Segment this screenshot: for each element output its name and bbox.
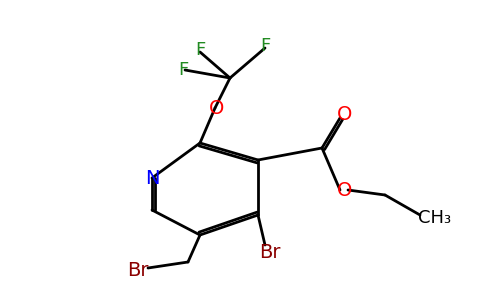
Text: O: O [337,181,353,200]
Text: O: O [209,98,225,118]
Text: F: F [195,41,205,59]
Text: CH₃: CH₃ [419,209,452,227]
Text: N: N [145,169,159,188]
Text: F: F [178,61,188,79]
Text: F: F [260,37,270,55]
Text: Br: Br [259,244,281,262]
Text: O: O [337,106,353,124]
Text: Br: Br [127,260,149,280]
